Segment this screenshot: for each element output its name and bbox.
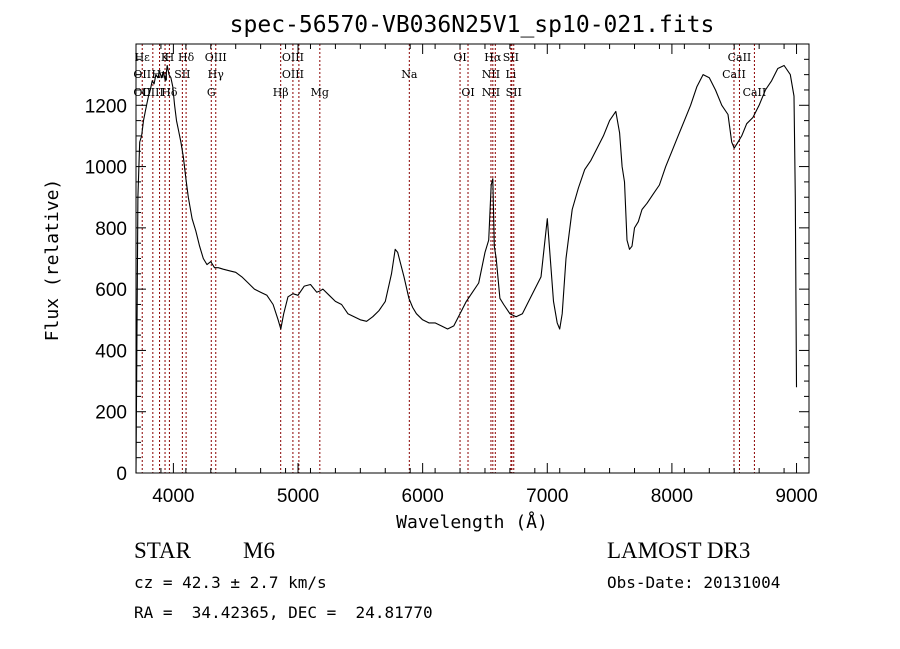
line-label: NII — [482, 86, 500, 99]
x-tick-label: 6000 — [402, 486, 444, 507]
line-label: Hδ — [161, 86, 178, 99]
line-label: Hα — [484, 51, 502, 64]
x-tick-label: 9000 — [775, 486, 817, 507]
line-label: Mg — [311, 86, 329, 99]
line-label: Hβ — [273, 86, 289, 99]
plot-frame — [135, 43, 810, 474]
line-label: SII — [174, 68, 190, 81]
chart-title: spec-56570-VB036N25V1_sp10-021.fits — [230, 12, 715, 38]
y-tick-label: 600 — [95, 280, 127, 301]
line-label: OII — [133, 68, 151, 81]
y-tick-label: 0 — [116, 464, 127, 485]
coords-text: RA = 34.42365, DEC = 24.81770 — [134, 603, 433, 622]
line-label: OI — [461, 86, 474, 99]
x-tick-label: 4000 — [152, 486, 194, 507]
survey-label: LAMOST DR3 — [607, 538, 751, 563]
line-label: NII — [482, 68, 500, 81]
y-axis-label: Flux (relative) — [42, 179, 63, 342]
line-label: OII — [133, 86, 151, 99]
line-label: G — [207, 86, 216, 99]
line-label: SII — [506, 86, 522, 99]
line-label: CaII — [743, 86, 767, 99]
object-class: STAR — [134, 538, 191, 563]
object-subclass: M6 — [243, 538, 275, 563]
line-label: Hγ — [208, 68, 225, 81]
x-axis-label: Wavelength (Å) — [396, 511, 548, 533]
y-tick-label: 400 — [95, 341, 127, 362]
y-tick-label: 200 — [95, 403, 127, 424]
line-label: K — [161, 51, 170, 64]
series-layer — [135, 64, 798, 474]
x-tick-label: 7000 — [526, 486, 568, 507]
line-label: SII — [503, 51, 519, 64]
x-tick-label: 5000 — [277, 486, 319, 507]
line-label: Li — [505, 68, 516, 81]
y-tick-label: 800 — [95, 219, 127, 240]
line-label: OI — [453, 51, 466, 64]
obs-date-text: Obs-Date: 20131004 — [607, 573, 781, 592]
line-label: OIII — [282, 68, 304, 81]
line-label: Hδ — [178, 51, 195, 64]
line-label: H — [165, 51, 175, 64]
redshift-text: cz = 42.3 ± 2.7 km/s — [134, 573, 327, 592]
line-label: CaII — [722, 68, 746, 81]
y-tick-label: 1200 — [85, 96, 127, 117]
line-label: Na — [401, 68, 418, 81]
spectrum-line — [135, 64, 798, 474]
axis-layer: 4000 5000 6000 7000 8000 9000 0 200 400 600 800 100… — [85, 44, 818, 507]
line-marker-layer: HεOIIOIIOIIIHηKHHδSIIHδGOIIIHγHβOIIIOIII… — [133, 44, 766, 473]
y-tick-label: 1000 — [85, 158, 127, 179]
line-label: Hε — [135, 51, 151, 64]
x-tick-label: 8000 — [651, 486, 693, 507]
line-label: OIII — [142, 86, 164, 99]
line-label: CaII — [728, 51, 752, 64]
line-label: OIII — [205, 51, 227, 64]
line-label: OIII — [282, 51, 304, 64]
